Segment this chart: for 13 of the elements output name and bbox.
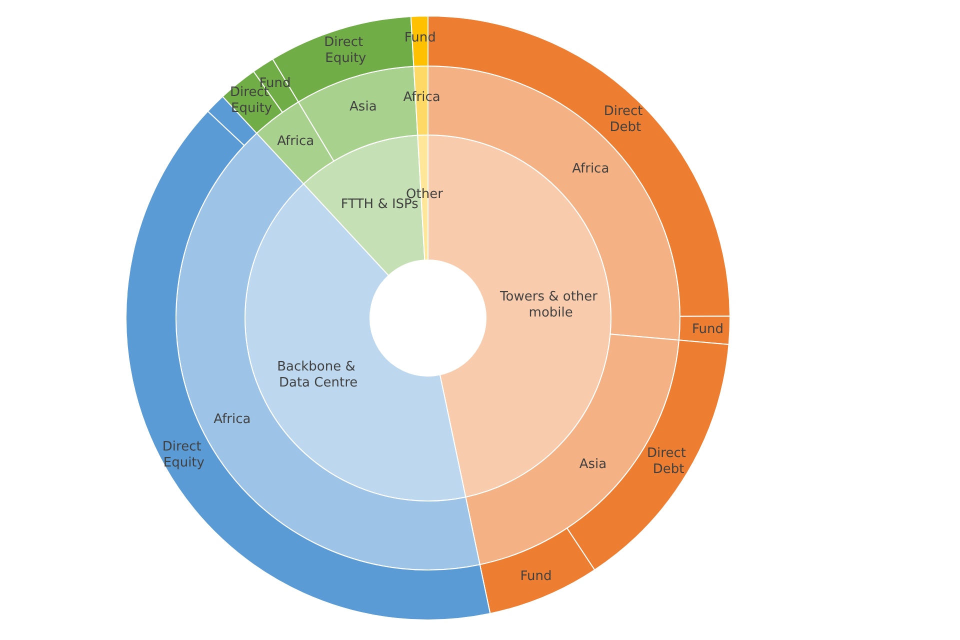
slice-label: Direct Debt bbox=[604, 104, 647, 135]
slice-label: Africa bbox=[214, 412, 251, 427]
slice-label: Fund bbox=[520, 568, 552, 584]
slice-label: Direct Equity bbox=[324, 34, 368, 66]
slice-label: Asia bbox=[350, 100, 377, 115]
slice-label: Asia bbox=[579, 456, 607, 472]
slice-label: Direct Equity bbox=[162, 440, 206, 471]
slice-label: Backbone & Data Centre bbox=[277, 359, 360, 390]
slice-label: Fund bbox=[692, 322, 724, 337]
slice-label: Africa bbox=[572, 162, 610, 177]
slice-label: Africa bbox=[277, 134, 314, 150]
slice-label: Towers & other mobile bbox=[499, 290, 602, 321]
slice-label: Direct Debt bbox=[647, 446, 690, 477]
